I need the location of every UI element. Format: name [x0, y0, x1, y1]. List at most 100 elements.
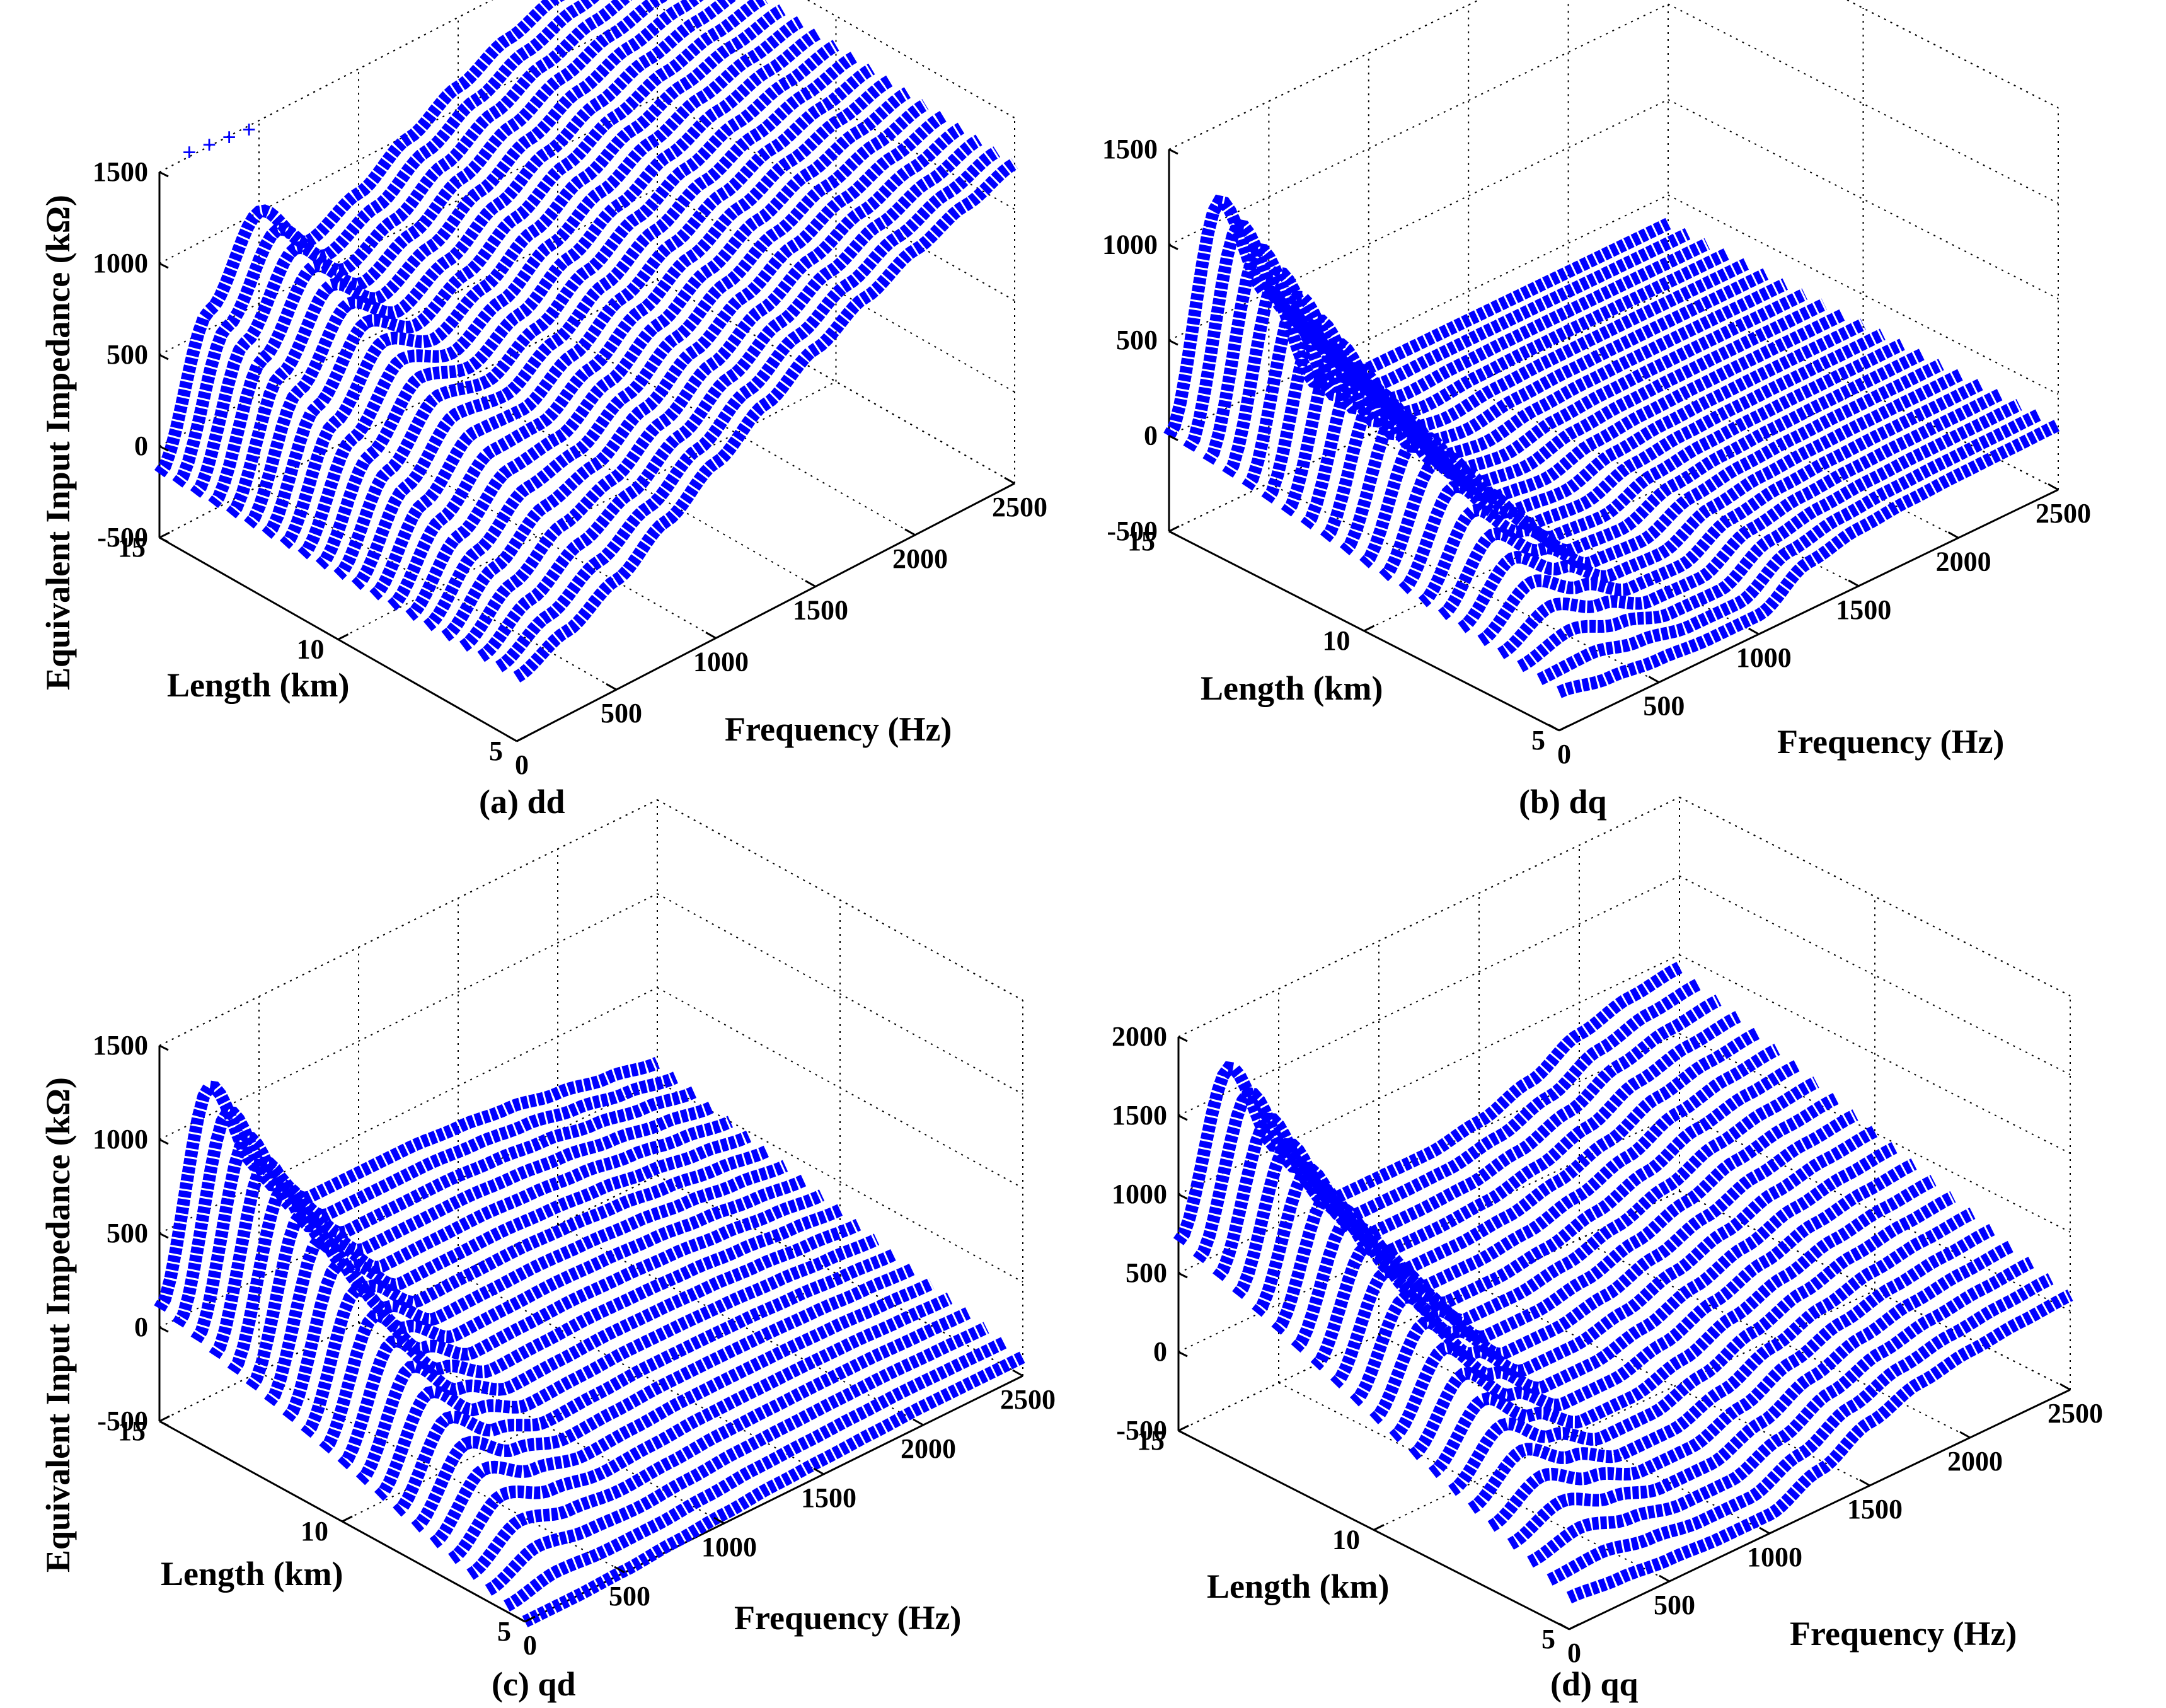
z-tick-label: -500	[97, 1405, 148, 1436]
series-curve-10.5km	[319, 1189, 825, 1454]
z-tick-label: -500	[97, 522, 148, 553]
marker-strip	[1330, 1093, 1839, 1388]
marker-strip	[1437, 359, 1944, 620]
marker-strip	[448, 1292, 953, 1564]
z-tick-label: 500	[1126, 1257, 1167, 1288]
z-tick	[1168, 148, 1178, 155]
marker-strip	[1350, 1109, 1858, 1407]
series-curve-11km	[1330, 1093, 1839, 1388]
series-curve-6.5km	[1507, 1240, 2015, 1550]
frequency-tick-label: 0	[1567, 1637, 1581, 1668]
frequency-tick-label: 1000	[1736, 642, 1792, 673]
frequency-tick	[1848, 579, 1859, 587]
series-curve-12.5km	[1261, 268, 1769, 504]
zgrid-back	[1178, 875, 1680, 1116]
marker-strip	[1281, 278, 1789, 517]
marker-strip	[1261, 268, 1769, 504]
length-tick	[1178, 1424, 1189, 1432]
marker-strip	[466, 1307, 971, 1580]
marker-strip	[244, 0, 737, 529]
length-tick	[1168, 525, 1180, 533]
length-tick-label: 5	[1541, 1624, 1555, 1654]
series-curve-13km	[226, 0, 704, 519]
series-curve-6.5km	[459, 122, 965, 652]
ylabel-dq: Length (km)	[1201, 669, 1383, 707]
frequency-tick	[805, 580, 816, 587]
frequency-tick-label: 0	[523, 1630, 537, 1661]
length-tick-label: 15	[118, 532, 146, 563]
panel-dq: -500 0 500 1000 1500 5 10 15 0 500 1000 1500 2000 250…	[1102, 0, 2091, 821]
series-curve-10.5km	[315, 28, 822, 570]
zgrid-back	[159, 987, 658, 1234]
marker-strip	[1271, 1044, 1780, 1335]
series-curve-11.5km	[282, 1160, 788, 1422]
marker-strip	[495, 146, 1000, 672]
marker-strip	[355, 1219, 861, 1486]
frequency-tick	[1004, 476, 1015, 485]
frequency-tick-label: 2000	[901, 1433, 956, 1464]
series-curve-12km	[262, 0, 768, 539]
series-curve-10km	[337, 1204, 843, 1470]
outlier-marker: +	[182, 138, 197, 166]
marker-strip	[369, 63, 875, 601]
frequency-axis	[516, 482, 1015, 742]
z-tick	[159, 171, 169, 178]
xlabel-dd: Frequency (Hz)	[725, 710, 952, 748]
length-tick	[337, 633, 349, 640]
series-curve-12.5km	[244, 0, 737, 529]
series-curve-12.5km	[1271, 1044, 1780, 1335]
frequency-tick-label: 2000	[1947, 1446, 2003, 1477]
lgrid-floor	[342, 1275, 841, 1522]
marker-strip	[1222, 248, 1730, 478]
marker-strip	[1173, 962, 1683, 1245]
series-curve-7.5km	[1458, 369, 1964, 633]
length-tick	[516, 735, 527, 742]
series-curve-6km	[1517, 399, 2022, 672]
frequency-tick-label: 0	[515, 749, 529, 780]
frequency-tick-label: 2500	[2048, 1398, 2103, 1429]
z-tick-label: 500	[107, 339, 148, 370]
marker-strip	[190, 0, 633, 498]
series-curve-13.5km	[1222, 248, 1730, 478]
length-tick	[159, 531, 170, 539]
frequency-tick-label: 1000	[701, 1532, 757, 1562]
outlier-marker: +	[202, 130, 217, 159]
lgrid-floor	[1373, 1290, 1875, 1531]
z-tick-label: 1000	[1112, 1179, 1167, 1209]
series-curve-9km	[1408, 1158, 1917, 1460]
series-curve-7.5km	[423, 99, 929, 632]
frequency-tick-label: 1000	[1747, 1542, 1802, 1572]
frequency-tick-label: 2000	[1936, 546, 1991, 577]
marker-strip	[1408, 1158, 1917, 1460]
z-tick	[1178, 1036, 1188, 1042]
frequency-axis	[1558, 488, 2059, 732]
series-curve-9.5km	[355, 1219, 861, 1486]
marker-strip	[1547, 1273, 2054, 1586]
series-curve-5km	[522, 1351, 1026, 1627]
z-tick	[159, 445, 169, 452]
z-tick	[159, 262, 169, 269]
ticks-qq: -500 0 500 1000 1500 2000 5 10 15 0 500 1000 1500 200…	[1112, 1021, 2103, 1668]
length-tick-label: 10	[297, 634, 325, 665]
zgrid-back	[1178, 954, 1680, 1195]
frequency-tick	[614, 1566, 625, 1574]
frequency-tick-label: 2500	[1000, 1384, 1056, 1415]
marker-strip	[337, 1204, 843, 1470]
frequency-tick	[913, 1418, 924, 1426]
frequency-tick	[904, 528, 916, 536]
marker-strip	[351, 52, 857, 591]
length-tick-label: 5	[1531, 725, 1545, 756]
series-markers-dd: + + + +	[154, 0, 1018, 683]
series-curve-8.5km	[1418, 349, 1925, 608]
frequency-tick-label: 500	[1643, 691, 1685, 722]
marker-strip	[1468, 1208, 1976, 1515]
z-tick	[159, 1420, 169, 1427]
panel-qq: -500 0 500 1000 1500 2000 5 10 15 0 500 1000 1500 200…	[1112, 797, 2103, 1703]
frequency-tick	[1759, 1526, 1770, 1535]
series-curve-11km	[297, 16, 804, 560]
series-curve-12km	[1281, 278, 1789, 517]
z-tick-label: 1000	[93, 248, 148, 279]
marker-strip	[1458, 369, 1964, 633]
zgrid-back	[159, 893, 658, 1140]
